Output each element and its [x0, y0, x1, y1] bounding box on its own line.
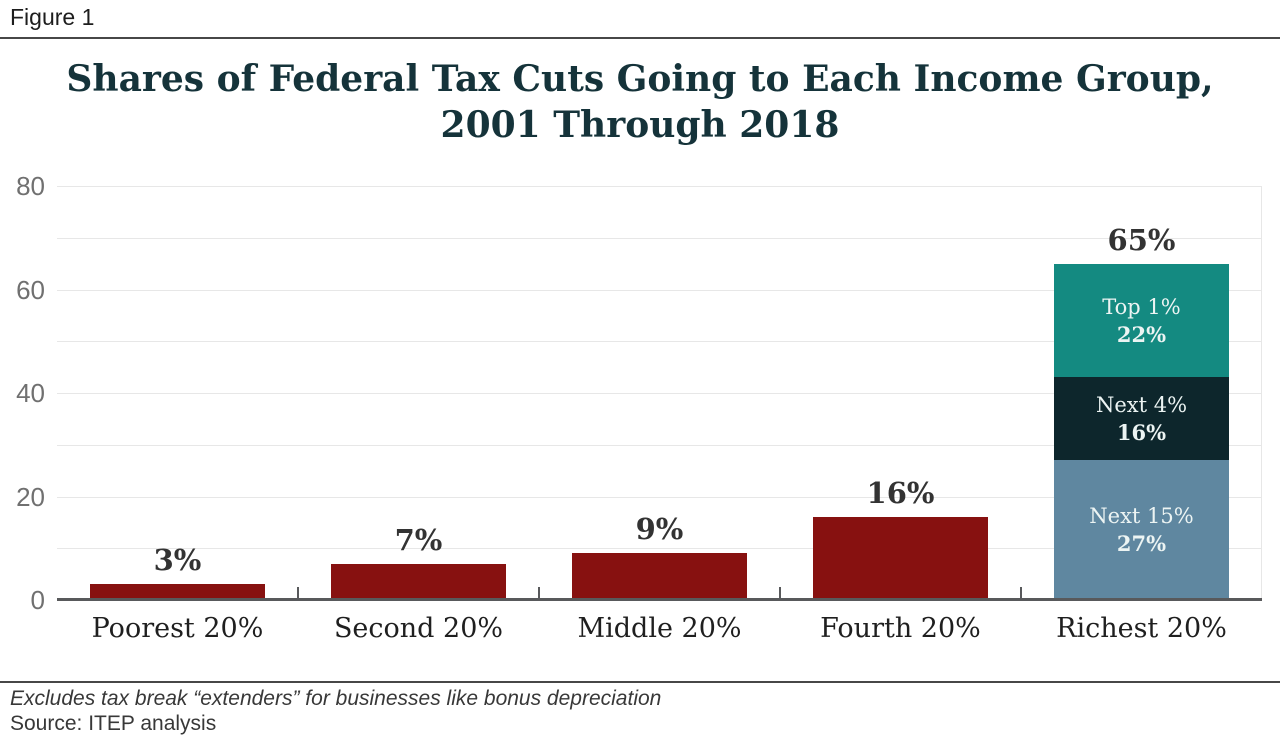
gridline [57, 496, 1262, 498]
bar-middle-20- [572, 553, 747, 600]
gridline [57, 186, 1262, 187]
segment-value-label: 16% [1116, 419, 1167, 445]
bar-value-label: 65% [1107, 222, 1176, 257]
bar-value-label: 16% [866, 476, 935, 511]
bottom-divider [0, 681, 1280, 683]
bar-value-label: 9% [635, 512, 684, 547]
x-axis-label-4: Fourth 20% [820, 613, 981, 644]
y-axis: 0 20 40 60 80 [0, 171, 45, 615]
y-axis-label: 20 [16, 481, 45, 512]
figure-label: Figure 1 [10, 4, 95, 30]
bar-segment-next-15-: Next 15% 27% [1054, 460, 1229, 600]
x-axis-label-3: Middle 20% [577, 613, 742, 644]
y-axis-label: 80 [16, 171, 45, 201]
bar-slot: Top 1% 22% Next 4% 16% Next 15% 27% 65% [1021, 186, 1262, 600]
x-axis-line [57, 598, 1262, 601]
x-axis-label-1: Poorest 20% [91, 613, 264, 644]
bar-value-label: 3% [153, 543, 202, 578]
bar-poorest-20- [90, 584, 265, 600]
axis-tick [538, 587, 540, 600]
chart-title-line-1: Shares of Federal Tax Cuts Going to Each… [66, 58, 1214, 100]
footnote: Excludes tax break “extenders” for busin… [10, 687, 662, 710]
y-axis-label: 40 [16, 378, 45, 408]
x-axis-label-5: Richest 20% [1056, 613, 1227, 644]
chart-title-line-2: 2001 Through 2018 [440, 104, 840, 146]
gridline [57, 237, 1262, 239]
bar-segment-next-4-: Next 4% 16% [1054, 377, 1229, 461]
bar-slot: 16% [780, 186, 1021, 600]
x-axis: Poorest 20% Second 20% Middle 20% Fourth 20… [57, 613, 1262, 653]
axis-tick [1020, 587, 1022, 600]
gridline [57, 444, 1262, 446]
source-credit: Source: ITEP analysis [10, 712, 217, 735]
segment-value-label: 22% [1116, 321, 1167, 347]
bar-second-20- [331, 563, 506, 600]
segment-label: Next 4% [1095, 392, 1188, 417]
segment-label: Top 1% [1102, 294, 1181, 319]
gridline [57, 393, 1262, 394]
segment-value-label: 27% [1116, 531, 1167, 557]
top-divider [0, 37, 1280, 39]
bar-segment-top-1-: Top 1% 22% [1054, 263, 1229, 378]
y-axis-label: 60 [16, 274, 45, 305]
stacked-bar-richest: Top 1% 22% Next 4% 16% Next 15% 27% [1054, 263, 1229, 600]
bar-slot: 7% [298, 186, 539, 600]
gridline [57, 289, 1262, 291]
y-axis-label: 0 [30, 585, 45, 615]
plot-area: 3% 7% 9% 16% Top 1% 22% Next 4% 16% Next 15% 27% 6… [57, 186, 1262, 601]
bar-fourth-20- [813, 517, 988, 600]
axis-tick [779, 587, 781, 600]
segment-label: Next 15% [1089, 504, 1194, 529]
gridline [57, 341, 1262, 343]
gridline [57, 548, 1262, 550]
chart-title: Shares of Federal Tax Cuts Going to Each… [0, 56, 1280, 148]
bar-slot: 3% [57, 186, 298, 600]
bar-value-label: 7% [394, 522, 443, 557]
x-axis-label-2: Second 20% [333, 613, 504, 644]
axis-tick [297, 587, 299, 600]
bar-slot: 9% [539, 186, 780, 600]
